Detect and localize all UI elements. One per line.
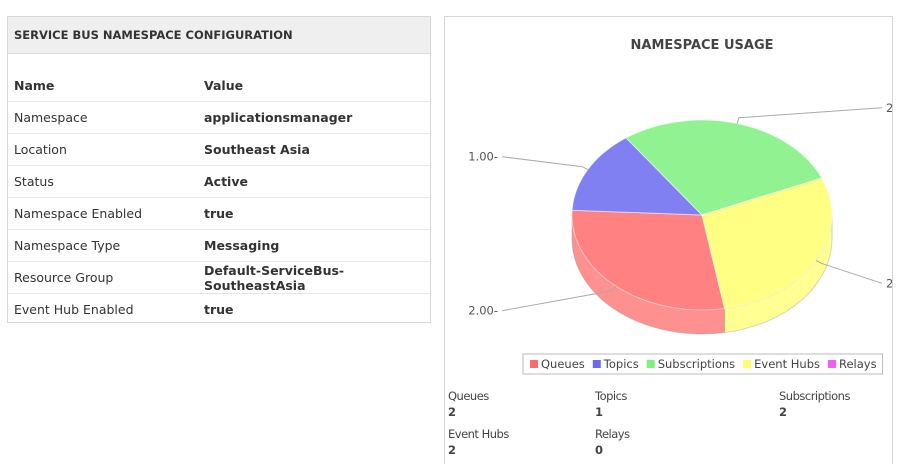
table-cell: Status [8,165,198,198]
table-row: Event Hub Enabled true [8,294,430,326]
table-row: Namespace Type Messaging [8,229,430,262]
table-cell: Messaging [198,229,430,262]
config-table: Name Value Namespace applicationsmanager Loc… [8,70,430,325]
table-row: Name Value [8,70,430,102]
legend-label: Subscriptions [658,357,735,371]
table-cell: Namespace Enabled [8,197,198,230]
legend-label: Queues [541,357,585,371]
label-leader [815,259,883,284]
chart-panel: NAMESPACE USAGE 2.00- 1.00- 2.00- 2.00- Queu… [444,16,900,464]
legend-swatch [530,360,538,368]
table-cell: Default-ServiceBus-SoutheastAsia [198,261,430,294]
table-cell: Value [198,70,430,102]
table-cell: Active [198,165,430,198]
summary-value: 1 [595,405,603,419]
legend-swatch [743,360,752,368]
chart-title: NAMESPACE USAGE [631,38,774,53]
table-cell: Southeast Asia [198,133,430,166]
pie-slice [571,137,704,216]
table-row: Location Southeast Asia [8,133,430,166]
table-cell: true [198,197,430,230]
table-cell: Resource Group [8,261,198,294]
table-cell: Event Hub Enabled [14,302,134,317]
config-panel: SERVICE BUS NAMESPACE CONFIGURATION Name… [7,16,431,323]
data-label: 2.00- [886,101,892,115]
table-row: Status Active [8,165,430,198]
table-cell: applicationsmanager [198,101,430,134]
summary-label: Topics [594,389,627,403]
pie-slice [571,209,726,311]
summary-value: 0 [595,443,603,457]
table-cell: true [204,302,234,317]
label-leader [501,156,589,171]
data-label: 2.00- [886,276,892,290]
summary-value: 2 [448,405,456,419]
legend-swatch [646,360,655,368]
panel-title: SERVICE BUS NAMESPACE CONFIGURATION [8,17,430,54]
legend-box [522,353,884,375]
table-cell: Namespace Type [8,229,198,262]
pie-slice [625,119,823,216]
summary-label: Queues [448,389,489,403]
summary-value: 2 [448,443,456,457]
chart: NAMESPACE USAGE 2.00- 1.00- 2.00- 2.00- Queu… [448,38,900,457]
legend-label: Event Hubs [754,357,820,371]
summary-label: Relays [595,427,630,441]
legend-swatch [592,360,601,368]
table-row: Namespace applicationsmanager [8,101,430,134]
table-cell: Namespace [8,101,198,134]
legend-label: Topics [603,357,639,371]
legend: Queues Topics Subscriptions Event Hubs Relay… [522,353,884,375]
data-label: 2.00- [468,304,498,318]
summary-label: Event Hubs [448,427,509,441]
summary-label: Subscriptions [779,389,850,403]
label-leader [501,285,617,312]
legend-swatch [827,360,836,368]
legend-label: Relays [839,357,877,371]
table-cell: Name [8,70,198,102]
table-row: Resource Group Default-ServiceBus-Southea… [8,261,430,294]
data-label: 1.00- [468,150,498,164]
pie-slice [701,177,833,310]
table-row: Namespace Enabled true [8,197,430,230]
summary-value: 2 [779,405,787,419]
label-leader [736,107,883,124]
table-cell: Location [8,133,198,166]
